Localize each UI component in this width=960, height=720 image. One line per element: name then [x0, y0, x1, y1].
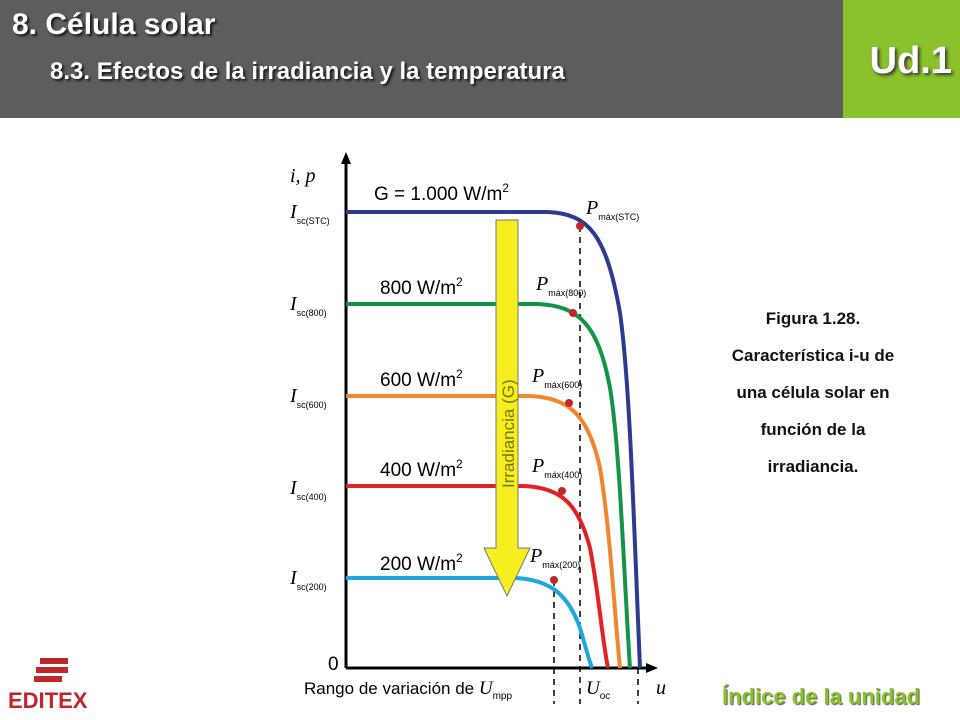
curve-400 — [346, 484, 610, 669]
curve-label-800: 800 W/m2 — [380, 275, 463, 299]
logo-text: EDITEX — [8, 688, 88, 713]
editex-logo: EDITEX — [8, 658, 88, 713]
mpp-range-label: Rango de variación de Umpp — [304, 678, 512, 702]
caption-line: Característica i-u de — [731, 346, 895, 365]
slide-header: 8. Célula solar 8.3. Efectos de la irrad… — [0, 0, 843, 118]
curve-label-stc: G = 1.000 W/m2 — [374, 181, 509, 205]
pmax-label-400: Pmáx(400) — [531, 455, 582, 480]
pmax-point-800 — [569, 309, 577, 317]
pmax-point-400 — [558, 487, 566, 495]
isc-label-400: Isc(400) — [289, 477, 327, 502]
caption-line: una célula solar en — [736, 383, 890, 402]
iu-characteristic-figure: Irradiancia (G) G = 1.000 W/m2 800 W/m2 … — [289, 152, 666, 704]
pmax-label-800: Pmáx(800) — [535, 273, 586, 298]
pmax-label-600: Pmáx(600) — [531, 365, 582, 390]
y-axis-label: i, p — [290, 165, 316, 187]
x-axis-arrow — [646, 663, 658, 673]
slide-title: 8. Célula solar — [12, 8, 216, 41]
pmax-label-stc: Pmáx(STC) — [585, 197, 639, 222]
curve-label-400: 400 W/m2 — [380, 457, 463, 481]
curve-label-200: 200 W/m2 — [380, 551, 463, 575]
curve-stc — [346, 210, 642, 669]
unit-index-link[interactable]: Índice de la unidad — [722, 684, 921, 709]
isc-label-200: Isc(200) — [289, 567, 327, 592]
caption-line: función de la — [760, 420, 866, 439]
figure-caption: Figura 1.28. Característica i-u de una c… — [718, 300, 908, 485]
curve-800 — [346, 302, 632, 669]
curve-label-600: 600 W/m2 — [380, 367, 463, 391]
curve-600 — [346, 394, 622, 669]
pmax-point-200 — [550, 576, 558, 584]
slide-subtitle: 8.3. Efectos de la irradiancia y la temp… — [50, 58, 565, 85]
isc-label-600: Isc(600) — [289, 385, 327, 410]
x-axis-label: u — [656, 677, 666, 699]
curve-200 — [346, 576, 594, 669]
isc-label-stc: Isc(STC) — [289, 201, 330, 226]
unit-badge: Ud.1 — [843, 0, 960, 118]
y-axis-arrow — [341, 152, 351, 164]
pmax-label-200: Pmáx(200) — [529, 545, 580, 570]
pmax-point-600 — [565, 399, 573, 407]
irradiance-arrow-label: Irradiancia (G) — [499, 379, 518, 488]
isc-label-800: Isc(800) — [289, 293, 327, 318]
logo-mark-icon — [34, 658, 68, 682]
origin-label: 0 — [328, 654, 339, 675]
irradiance-arrow — [483, 219, 531, 598]
caption-line: irradiancia. — [767, 457, 859, 476]
uoc-label: Uoc — [586, 678, 610, 702]
pmax-point-stc — [576, 222, 584, 230]
unit-label: Ud.1 — [869, 40, 952, 82]
caption-line: Figura 1.28. — [765, 309, 861, 328]
